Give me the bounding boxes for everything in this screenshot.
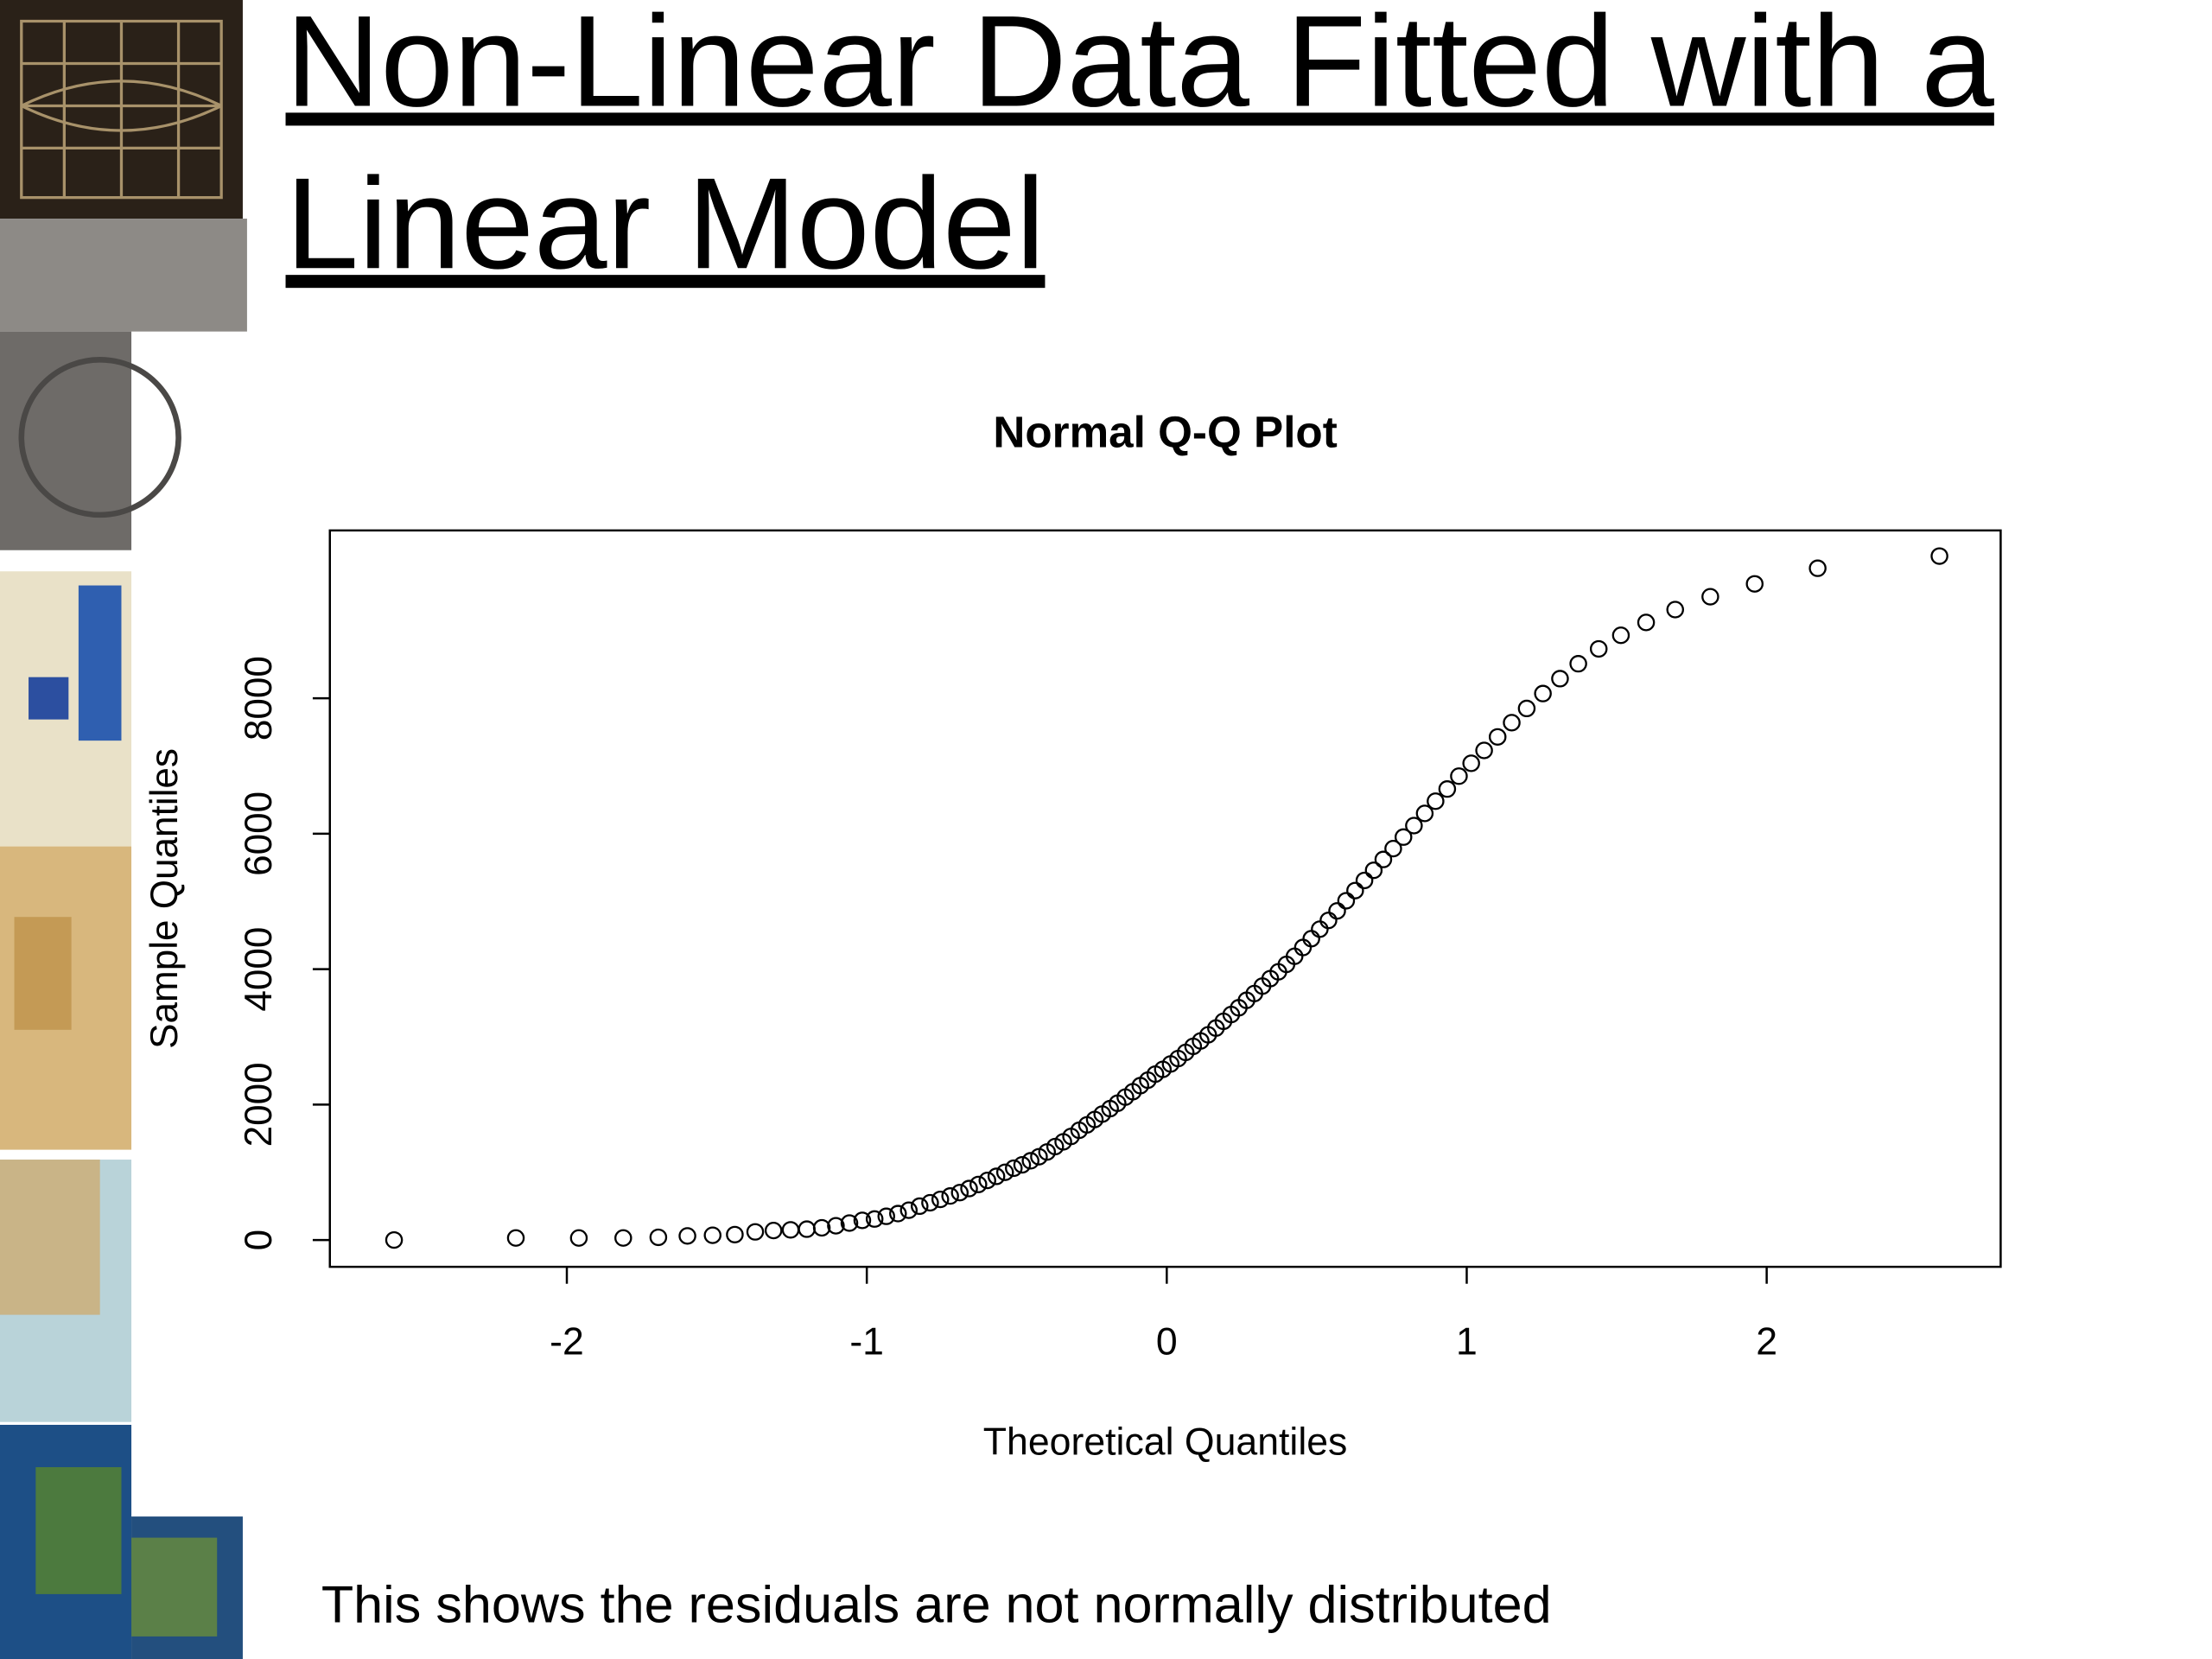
plot-frame xyxy=(328,529,2002,1268)
data-point xyxy=(1384,840,1402,858)
y-tick-label: 0 xyxy=(238,1230,280,1251)
x-tick-label: 1 xyxy=(1456,1321,1478,1363)
data-point xyxy=(1355,871,1374,890)
data-point xyxy=(1701,588,1719,606)
data-point xyxy=(764,1221,783,1240)
data-point xyxy=(1745,575,1764,593)
data-point xyxy=(781,1221,800,1239)
data-point xyxy=(1611,626,1630,645)
data-point xyxy=(1311,920,1329,938)
data-point xyxy=(1394,828,1413,846)
data-point xyxy=(950,1184,969,1202)
data-point xyxy=(614,1229,632,1247)
x-tick-label: 2 xyxy=(1756,1321,1777,1363)
data-point xyxy=(812,1218,831,1237)
data-point xyxy=(995,1163,1014,1181)
data-point xyxy=(1534,684,1552,702)
data-point xyxy=(1666,601,1684,619)
data-point xyxy=(1302,930,1320,948)
slide-title: Linear Model xyxy=(286,151,1046,296)
data-point xyxy=(649,1228,668,1247)
data-point xyxy=(978,1172,996,1190)
data-point xyxy=(1405,817,1423,835)
data-point xyxy=(1374,850,1393,868)
data-point xyxy=(1328,902,1346,920)
data-point xyxy=(1450,767,1468,785)
data-point xyxy=(1503,714,1521,732)
data-point xyxy=(1021,1152,1039,1170)
data-point xyxy=(506,1229,525,1247)
x-tick-label: 0 xyxy=(1156,1321,1178,1363)
data-point xyxy=(1337,892,1356,910)
chart-title: Normal Q-Q Plot xyxy=(993,408,1337,457)
decorative-image-strip xyxy=(0,0,247,1659)
data-point xyxy=(853,1211,872,1230)
data-point xyxy=(840,1214,859,1232)
data-point xyxy=(385,1230,404,1249)
caption: This shows the residuals are not normall… xyxy=(321,1575,1552,1634)
data-point xyxy=(1438,780,1457,798)
data-point xyxy=(1294,938,1313,957)
data-point xyxy=(1488,728,1507,746)
data-point xyxy=(1475,741,1493,760)
data-point xyxy=(1427,792,1445,810)
y-tick-label: 8000 xyxy=(238,656,280,741)
x-axis-label: Theoretical Quantiles xyxy=(983,1421,1348,1464)
y-tick-label: 4000 xyxy=(238,927,280,1012)
data-point xyxy=(889,1205,907,1223)
data-point xyxy=(960,1179,978,1198)
data-point xyxy=(569,1229,588,1247)
data-point xyxy=(703,1226,721,1244)
data-point xyxy=(726,1225,744,1243)
data-point xyxy=(827,1217,845,1235)
data-point xyxy=(1462,754,1480,772)
data-point xyxy=(911,1197,929,1216)
x-tick-label: -2 xyxy=(550,1321,584,1363)
data-point xyxy=(1364,861,1383,880)
data-point xyxy=(941,1187,959,1205)
plot-area: -2 -1 0 1 2 0 2000 4000 6000 8000 xyxy=(238,547,1948,1363)
y-tick-label: 6000 xyxy=(238,791,280,876)
data-point xyxy=(865,1210,884,1228)
data-point xyxy=(877,1207,895,1225)
data-point xyxy=(987,1167,1006,1185)
data-point xyxy=(1415,804,1434,823)
data-point xyxy=(1930,547,1948,565)
data-point xyxy=(746,1223,765,1241)
y-axis-label: Sample Quantiles xyxy=(143,748,186,1049)
x-tick-label: -1 xyxy=(849,1321,884,1363)
y-tick-label: 2000 xyxy=(238,1062,280,1147)
data-point xyxy=(1013,1155,1032,1174)
data-point xyxy=(1346,881,1364,899)
data-point xyxy=(1319,912,1338,930)
data-point xyxy=(899,1201,918,1219)
data-point xyxy=(678,1227,696,1245)
data-point xyxy=(1637,613,1656,632)
slide-title: Non-Linear Data Fitted with a xyxy=(286,0,1995,134)
data-point xyxy=(798,1220,816,1238)
data-point xyxy=(1005,1159,1023,1178)
data-point xyxy=(1589,639,1608,658)
data-point xyxy=(1808,559,1827,577)
data-point xyxy=(921,1193,939,1212)
data-point xyxy=(1551,670,1569,688)
data-point xyxy=(931,1190,950,1209)
data-point xyxy=(1517,699,1536,718)
data-point xyxy=(969,1175,988,1193)
data-point xyxy=(1569,655,1587,673)
